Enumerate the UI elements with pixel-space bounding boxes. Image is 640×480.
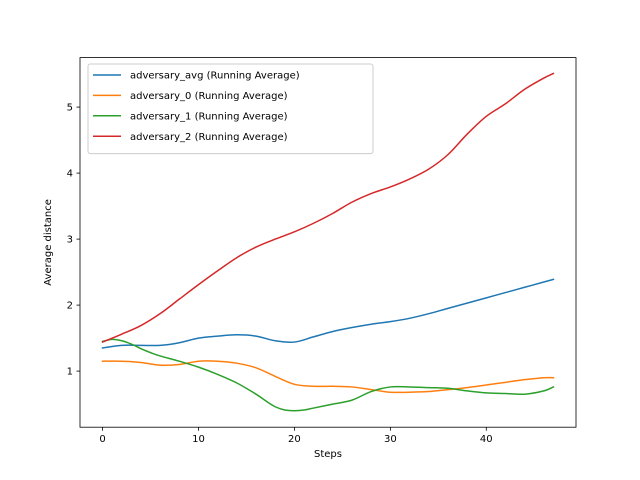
series-line-3: [101, 72, 555, 344]
x-axis-ticks: 0 10 20 30 40: [99, 427, 493, 445]
series-line-2: [101, 338, 555, 412]
plot-frame: [79, 57, 577, 428]
series-line-1: [101, 360, 555, 394]
x-tick-label: 20: [288, 434, 301, 445]
x-tick-label: 30: [384, 434, 397, 445]
y-axis-ticks: 1 2 3 4 5: [67, 103, 80, 378]
y-tick-label: 4: [67, 169, 73, 180]
y-tick-label: 3: [67, 235, 73, 246]
x-tick-label: 10: [192, 434, 205, 445]
legend-label-2: adversary_1 (Running Average): [130, 111, 288, 122]
y-tick-label: 5: [67, 103, 73, 114]
legend-box: [87, 63, 374, 155]
legend-label-3: adversary_2 (Running Average): [130, 132, 288, 143]
plot-lines: [101, 72, 555, 412]
x-tick-label: 40: [480, 434, 493, 445]
legend: adversary_avg (Running Average) adversary…: [87, 63, 374, 155]
y-tick-label: 1: [67, 367, 73, 378]
y-axis-label: Average distance: [43, 199, 54, 286]
series-line-0: [101, 278, 555, 349]
x-tick-label: 0: [99, 434, 105, 445]
legend-label-0: adversary_avg (Running Average): [130, 71, 300, 82]
legend-label-1: adversary_0 (Running Average): [130, 91, 288, 102]
x-axis-label: Steps: [314, 449, 342, 460]
y-tick-label: 2: [67, 301, 73, 312]
